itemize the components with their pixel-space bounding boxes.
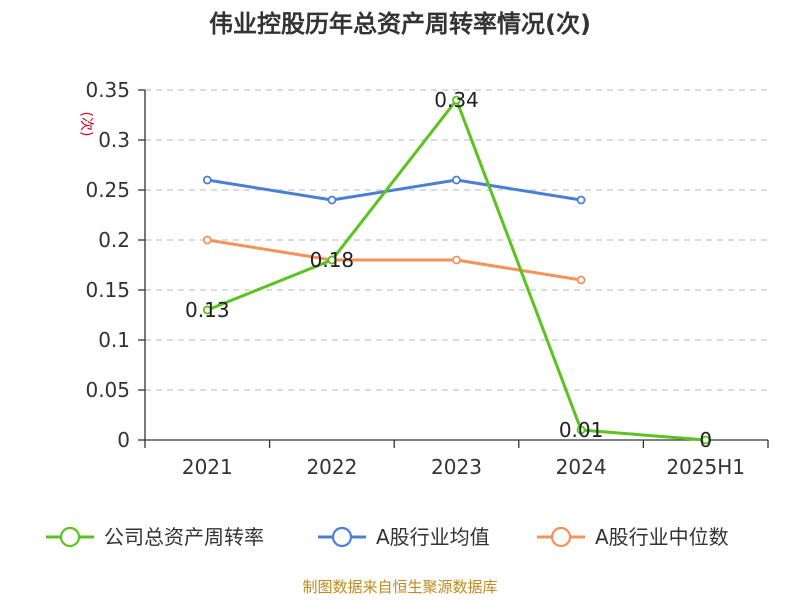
data-point — [452, 95, 461, 105]
data-point — [202, 175, 212, 185]
data-label: 0.01 — [559, 418, 604, 442]
data-point — [701, 435, 711, 445]
series-line-2 — [207, 178, 582, 202]
data-label: 0.18 — [310, 248, 355, 272]
y-tick-label: 0.25 — [85, 178, 130, 202]
series-line-1 — [206, 98, 706, 442]
series-line-3 — [207, 238, 582, 282]
x-tick-labels: 2021 2022 2023 2024 2025H1 — [182, 455, 745, 479]
y-tick-label: 0.05 — [85, 378, 130, 402]
source-note: 制图数据来自恒生聚源数据库 — [302, 578, 497, 596]
y-tick-label: 0.2 — [98, 228, 130, 252]
data-point — [202, 235, 212, 245]
legend-item-1[interactable]: 公司总资产周转率 — [46, 525, 264, 549]
y-axis-label: (次) — [78, 112, 94, 137]
x-tick-label: 2024 — [556, 455, 607, 479]
data-point — [202, 305, 212, 315]
series-group — [202, 95, 711, 445]
axes — [138, 89, 769, 448]
data-point — [452, 255, 461, 265]
grid-lines — [145, 89, 768, 391]
data-point — [576, 275, 586, 285]
data-point — [327, 255, 337, 265]
x-tick-label: 2022 — [306, 455, 357, 479]
legend-label: A股行业中位数 — [595, 525, 729, 549]
y-tick-label: 0.3 — [98, 128, 130, 152]
x-tick-label: 2021 — [182, 455, 233, 479]
data-label: 0 — [699, 428, 712, 452]
data-label: 0.13 — [185, 298, 230, 322]
y-tick-labels: 0 0.05 0.1 0.15 0.2 0.25 0.3 0.35 — [85, 78, 130, 452]
chart-title: 伟业控股历年总资产周转率情况(次) — [209, 10, 591, 38]
legend-label: 公司总资产周转率 — [104, 525, 264, 549]
x-tick-label: 2023 — [431, 455, 482, 479]
data-point — [452, 175, 461, 185]
data-point — [327, 195, 337, 205]
legend-marker — [550, 526, 572, 548]
y-tick-label: 0.15 — [85, 278, 130, 302]
legend[interactable]: 公司总资产周转率 A股行业均值 A股行业中位数 — [46, 525, 729, 549]
y-tick-label: 0.35 — [85, 78, 130, 102]
legend-item-2[interactable]: A股行业均值 — [318, 525, 490, 549]
data-point — [576, 425, 586, 435]
x-tick-label: 2025H1 — [666, 455, 745, 479]
legend-marker — [331, 526, 353, 548]
y-tick-label: 0.1 — [98, 328, 130, 352]
data-labels: 0.13 0.18 0.34 0.01 0 — [185, 88, 712, 452]
data-point — [576, 195, 586, 205]
legend-item-3[interactable]: A股行业中位数 — [537, 525, 729, 549]
legend-label: A股行业均值 — [376, 525, 490, 549]
legend-marker — [59, 526, 81, 548]
data-label: 0.34 — [434, 88, 479, 112]
y-tick-label: 0 — [117, 428, 130, 452]
